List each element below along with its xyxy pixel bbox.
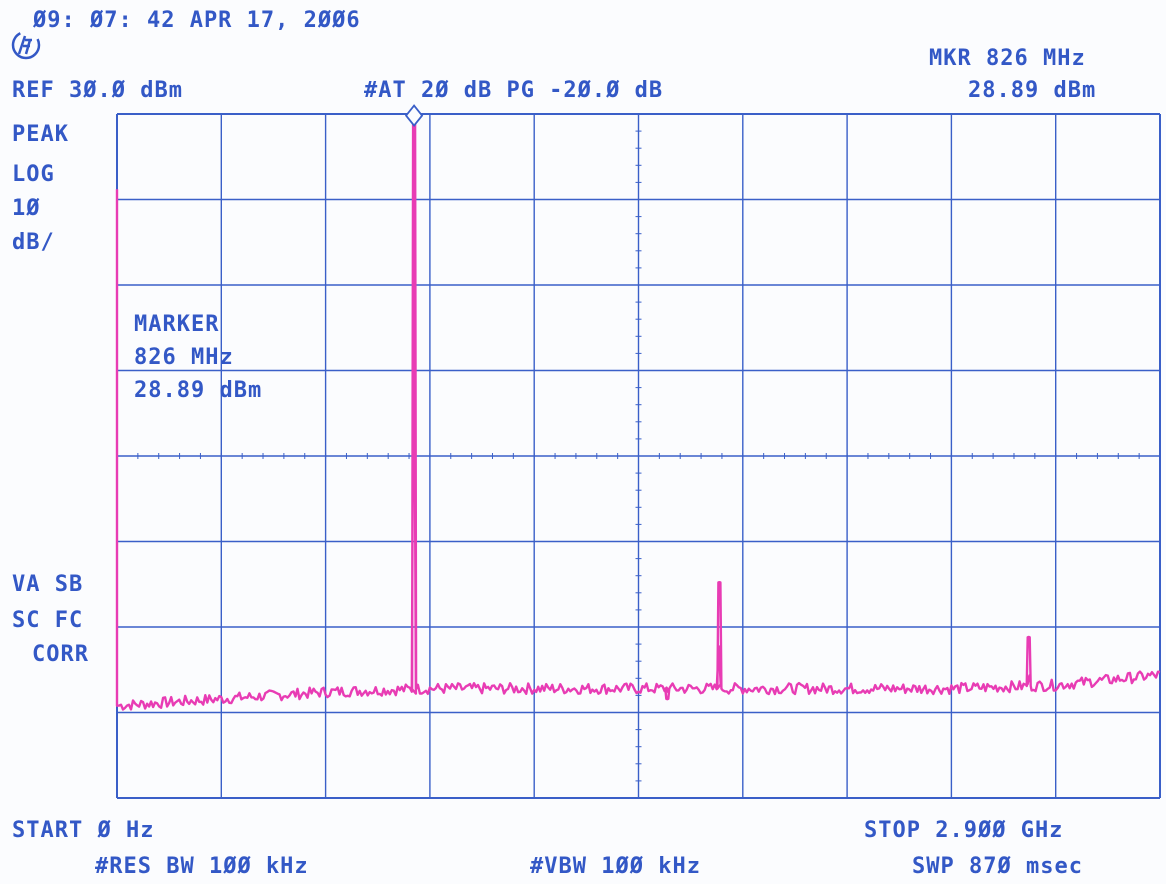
ref-level: REF 3Ø.Ø dBm: [12, 78, 183, 103]
attenuation-readout: #AT 2Ø dB PG -2Ø.Ø dB: [364, 78, 664, 103]
spectrum-trace: [115, 104, 1161, 711]
spectrum-trace-line: [115, 120, 1161, 711]
diamond-marker-icon: [404, 104, 424, 128]
marker-box-frequency: 826 MHz: [134, 345, 234, 370]
scale-value: 1Ø: [12, 196, 41, 221]
flags-va-sb: VA SB: [12, 572, 84, 597]
spur-peak-point: [1027, 635, 1031, 639]
scale-type: LOG: [12, 162, 55, 187]
marker-title: MARKER: [134, 312, 220, 337]
stop-frequency: STOP 2.9ØØ GHz: [864, 818, 1064, 843]
timestamp: Ø9: Ø7: 42 APR 17, 2ØØ6: [33, 8, 361, 33]
spur-peak-point: [665, 697, 669, 701]
graticule: [116, 113, 1161, 799]
spur-peak-point: [717, 581, 721, 585]
marker-box-level: 28.89 dBm: [134, 378, 263, 403]
resolution-bandwidth: #RES BW 1ØØ kHz: [95, 854, 309, 879]
detector-mode: PEAK: [12, 122, 69, 147]
flags-corr: CORR: [32, 642, 89, 667]
video-bandwidth: #VBW 1ØØ kHz: [530, 854, 701, 879]
flags-sc-fc: SC FC: [12, 608, 84, 633]
scale-unit: dB/: [12, 230, 55, 255]
marker-readout-box: MARKER 826 MHz 28.89 dBm: [134, 308, 262, 407]
start-frequency: START Ø Hz: [12, 818, 155, 843]
sweep-time: SWP 87Ø msec: [912, 854, 1083, 879]
hp-logo-icon: [11, 30, 41, 60]
marker-level-readout: 28.89 dBm: [968, 78, 1097, 103]
marker-frequency-readout: MKR 826 MHz: [929, 46, 1086, 71]
